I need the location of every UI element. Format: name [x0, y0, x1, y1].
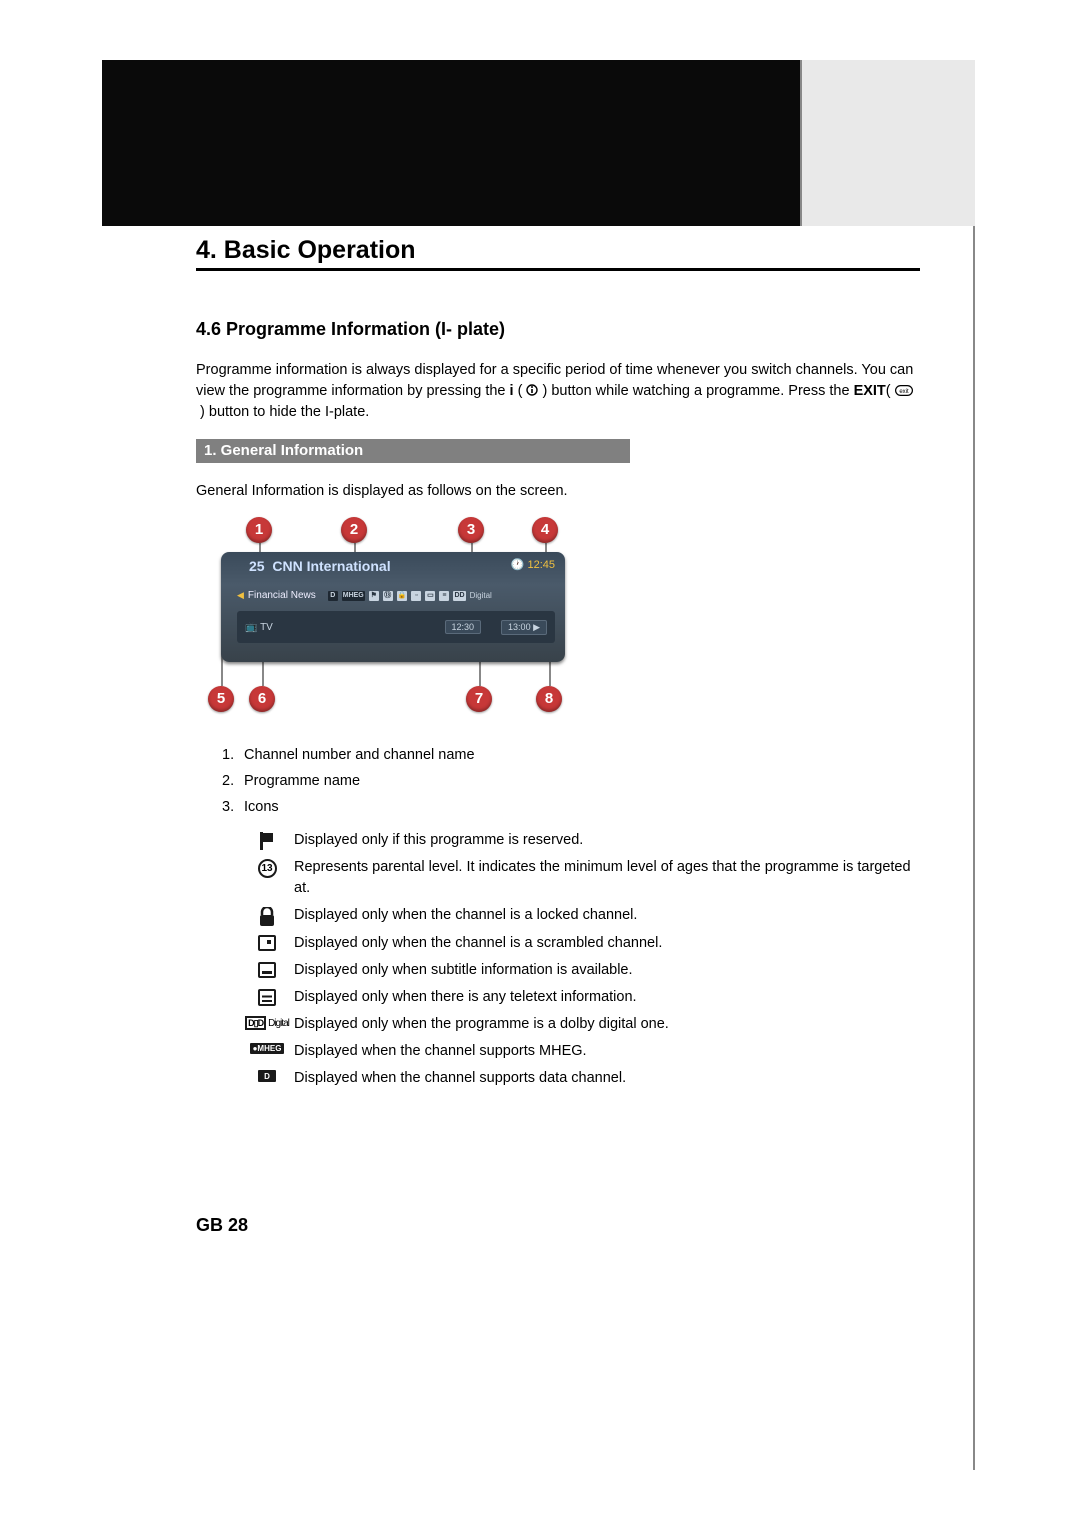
- info-button-glyph: ( ): [518, 383, 548, 399]
- end-time-value: 13:00: [508, 622, 531, 632]
- time-range: 12:30 13:00 ▶: [445, 620, 547, 635]
- mini-scrambled-icon: ▫: [411, 591, 421, 601]
- callout-3: 3: [458, 517, 484, 543]
- intro-paragraph: Programme information is always displaye…: [196, 360, 920, 423]
- channel-number: 25: [249, 558, 265, 574]
- iplate-clock: 🕐 12:45: [511, 558, 555, 582]
- scrambled-icon: [240, 933, 294, 951]
- reserved-desc: Displayed only if this programme is rese…: [294, 830, 920, 851]
- data-icon: D: [240, 1068, 294, 1082]
- parental-icon: 13: [240, 857, 294, 878]
- intro-text-b: button while watching a programme. Press…: [551, 383, 853, 399]
- icon-row-subtitle: Displayed only when subtitle information…: [240, 960, 920, 981]
- callout-5: 5: [208, 686, 234, 712]
- dolby-desc: Displayed only when the programme is a d…: [294, 1014, 920, 1035]
- iplate-illustration: 25 CNN International 🕐 12:45 ◀ Financial…: [196, 512, 576, 722]
- callout-line: [221, 662, 223, 686]
- numbered-list: 1.Channel number and channel name 2.Prog…: [196, 742, 920, 820]
- section-title: 4.6 Programme Information (I- plate): [196, 319, 920, 340]
- chapter-rule: [196, 268, 920, 271]
- lock-icon: [240, 905, 294, 927]
- start-time: 12:30: [445, 620, 482, 634]
- programme-name: Financial News: [248, 590, 316, 601]
- info-bullet-icon: ◀: [237, 590, 244, 601]
- page-number: GB 28: [196, 1215, 248, 1236]
- dolby-icon: D▯DDigital: [240, 1014, 294, 1030]
- list-item: 3.Icons: [222, 794, 920, 820]
- exit-button-label: EXIT: [854, 383, 886, 399]
- list-num: 2.: [222, 768, 244, 794]
- mini-parental-icon: ⑬: [383, 591, 393, 601]
- iplate-channel: 25 CNN International: [249, 558, 391, 582]
- callout-8: 8: [536, 686, 562, 712]
- page-content: 4. Basic Operation 4.6 Programme Informa…: [196, 236, 920, 1095]
- header-cutout: [800, 60, 975, 226]
- teletext-desc: Displayed only when there is any teletex…: [294, 987, 920, 1008]
- callout-7: 7: [466, 686, 492, 712]
- teletext-icon: [240, 987, 294, 1006]
- callout-6: 6: [249, 686, 275, 712]
- scrambled-desc: Displayed only when the channel is a scr…: [294, 933, 920, 954]
- lock-desc: Displayed only when the channel is a loc…: [294, 905, 920, 926]
- subtitle-desc: Displayed only when subtitle information…: [294, 960, 920, 981]
- icon-row-teletext: Displayed only when there is any teletex…: [240, 987, 920, 1008]
- icon-row-reserved: Displayed only if this programme is rese…: [240, 830, 920, 851]
- callout-1: 1: [246, 517, 272, 543]
- icon-row-dolby: D▯DDigital Displayed only when the progr…: [240, 1014, 920, 1035]
- mini-data-icon: D: [328, 591, 338, 601]
- intro-text-c: button to hide the I-plate.: [205, 404, 369, 420]
- subtitle-icon: [240, 960, 294, 978]
- mini-subtitle-icon: ▭: [425, 591, 435, 601]
- iplate-mid-row: ◀ Financial News D MHEG ⚑ ⑬ 🔒 ▫ ▭ ≡ DD D…: [221, 582, 565, 607]
- list-text: Programme name: [244, 768, 360, 794]
- i-button-label: i: [510, 383, 514, 399]
- callout-4: 4: [532, 517, 558, 543]
- mini-lock-icon: 🔒: [397, 591, 408, 601]
- group-value: TV: [260, 622, 273, 633]
- mini-dolby-icon: DD: [453, 591, 465, 601]
- list-num: 3.: [222, 794, 244, 820]
- list-item: 1.Channel number and channel name: [222, 742, 920, 768]
- sub-paragraph: General Information is displayed as foll…: [196, 481, 920, 502]
- channel-name: CNN International: [272, 558, 390, 574]
- mini-flag-icon: ⚑: [369, 591, 379, 601]
- list-item: 2.Programme name: [222, 768, 920, 794]
- iplate-bottom-row: 📺 TV 12:30 13:00 ▶: [237, 611, 555, 643]
- mini-teletext-icon: ≡: [439, 591, 449, 601]
- mheg-desc: Displayed when the channel supports MHEG…: [294, 1041, 920, 1062]
- icon-row-mheg: ● MHEG Displayed when the channel suppor…: [240, 1041, 920, 1062]
- data-desc: Displayed when the channel supports data…: [294, 1068, 920, 1089]
- chapter-title: 4. Basic Operation: [196, 236, 920, 265]
- list-text: Icons: [244, 794, 279, 820]
- list-text: Channel number and channel name: [244, 742, 475, 768]
- icon-table: Displayed only if this programme is rese…: [240, 830, 920, 1089]
- svg-text:exit: exit: [899, 389, 909, 395]
- callout-2: 2: [341, 517, 367, 543]
- clock-value: 12:45: [527, 559, 555, 571]
- mini-mheg-icon: MHEG: [342, 591, 365, 601]
- mheg-icon: ● MHEG: [240, 1041, 294, 1054]
- iplate-top-row: 25 CNN International 🕐 12:45: [221, 552, 565, 582]
- icon-row-lock: Displayed only when the channel is a loc…: [240, 905, 920, 927]
- sub-heading: 1. General Information: [196, 439, 630, 463]
- header-block: [102, 60, 975, 226]
- reserved-icon: [240, 830, 294, 850]
- end-time: 13:00 ▶: [501, 620, 547, 635]
- parental-desc: Represents parental level. It indicates …: [294, 857, 920, 899]
- iplate-panel: 25 CNN International 🕐 12:45 ◀ Financial…: [221, 552, 565, 662]
- icon-row-parental: 13 Represents parental level. It indicat…: [240, 857, 920, 899]
- mini-dolby-text: Digital: [470, 591, 492, 600]
- icon-row-data: D Displayed when the channel supports da…: [240, 1068, 920, 1089]
- icon-row-scrambled: Displayed only when the channel is a scr…: [240, 933, 920, 954]
- list-num: 1.: [222, 742, 244, 768]
- group-label: 📺 TV: [245, 622, 273, 633]
